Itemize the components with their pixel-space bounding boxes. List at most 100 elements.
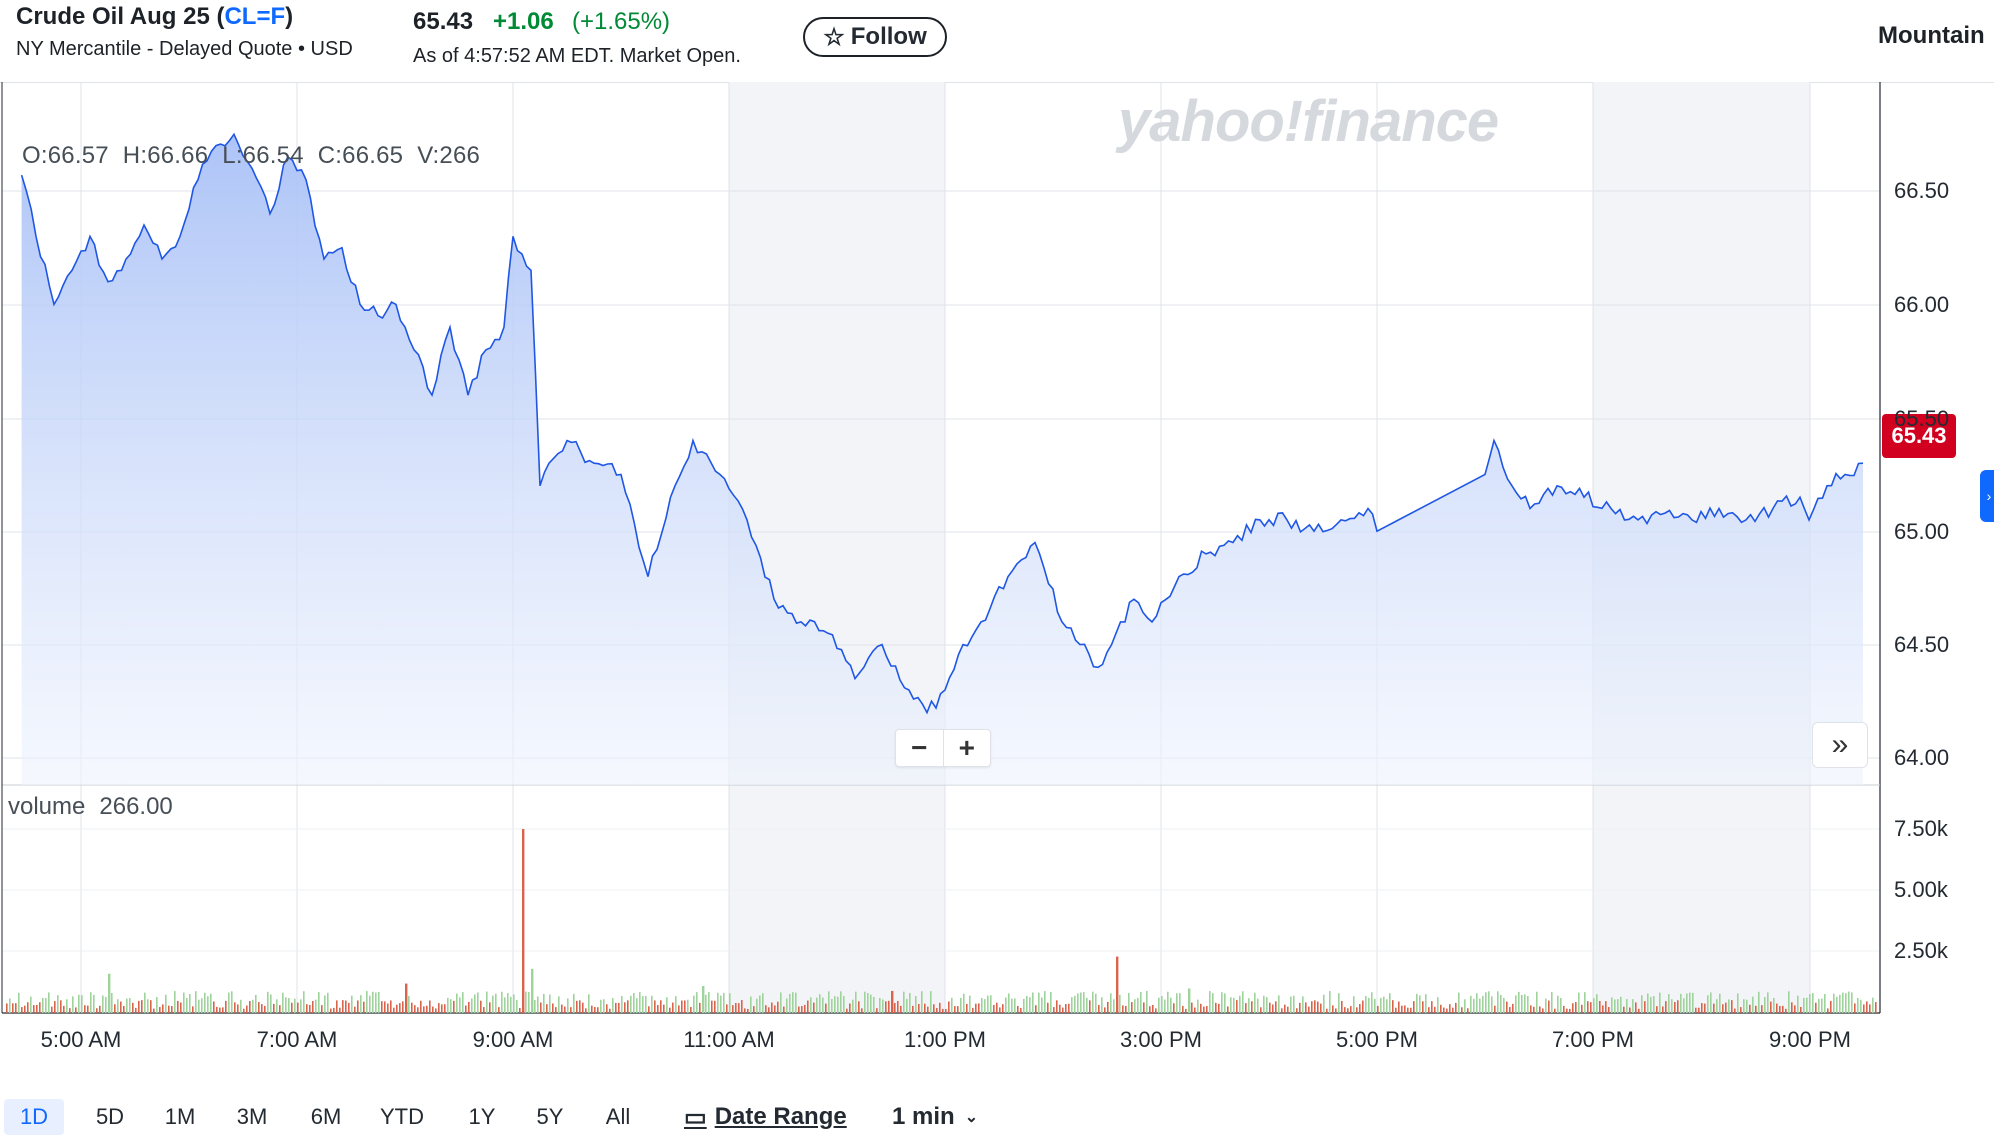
volume-bar — [138, 1000, 140, 1013]
volume-bar — [756, 998, 758, 1013]
volume-bar — [1764, 997, 1766, 1013]
volume-bar — [399, 1003, 401, 1013]
volume-bar — [1686, 993, 1688, 1013]
volume-bar — [1374, 998, 1376, 1013]
symbol-link[interactable]: CL=F — [224, 3, 286, 30]
volume-bar — [1098, 1004, 1100, 1013]
range-button-1y[interactable]: 1Y — [468, 1104, 496, 1129]
side-panel-toggle[interactable]: › — [1980, 470, 1994, 522]
volume-bar — [1716, 999, 1718, 1013]
scroll-to-latest-button[interactable]: » — [1812, 722, 1868, 768]
volume-bar — [822, 997, 824, 1013]
volume-bar — [1368, 997, 1370, 1013]
volume-bar — [582, 1002, 584, 1013]
volume-bar — [351, 995, 353, 1013]
interval-select[interactable]: 1 min ⌄ — [892, 1103, 979, 1130]
volume-bar — [993, 1005, 995, 1013]
volume-bar — [663, 1004, 665, 1013]
range-button-all[interactable]: All — [605, 1104, 631, 1129]
volume-bar — [699, 1002, 701, 1013]
volume-bar — [1596, 994, 1598, 1013]
volume-bar — [198, 999, 200, 1013]
volume-bar — [702, 986, 705, 1013]
volume-bar — [831, 998, 833, 1013]
volume-bar — [1260, 1007, 1262, 1013]
volume-bar — [516, 999, 518, 1013]
volume-bar — [1782, 1005, 1784, 1013]
volume-bar — [879, 997, 881, 1013]
volume-bar — [231, 991, 233, 1013]
volume-bar — [1014, 998, 1016, 1013]
volume-bar — [1635, 1002, 1637, 1013]
zoom-in-button[interactable]: + — [958, 732, 975, 763]
volume-bar — [633, 993, 635, 1013]
volume-bar — [288, 998, 290, 1013]
volume-bar — [876, 1008, 878, 1013]
volume-bar — [303, 991, 305, 1013]
volume-bar — [1158, 997, 1160, 1013]
volume-bar — [1029, 997, 1031, 1013]
volume-bar — [372, 991, 374, 1013]
volume-bar — [1275, 1001, 1277, 1013]
volume-bar — [1851, 992, 1853, 1013]
volume-bar — [81, 995, 83, 1013]
follow-button[interactable]: ☆ Follow — [803, 17, 947, 57]
range-button-3m[interactable]: 3M — [236, 1104, 268, 1129]
range-button-5y[interactable]: 5Y — [536, 1104, 564, 1129]
volume-bar — [1572, 1003, 1574, 1013]
volume-bar — [105, 996, 107, 1013]
volume-value: V:266 — [417, 142, 481, 169]
volume-bar — [1410, 1007, 1412, 1013]
volume-bar — [1614, 999, 1616, 1013]
volume-bar — [819, 994, 821, 1013]
volume-bar — [564, 1006, 566, 1013]
range-button-1d[interactable]: 1D — [4, 1099, 64, 1135]
volume-bar — [1332, 1005, 1334, 1013]
volume-bar — [1500, 994, 1502, 1013]
volume-bar — [1560, 997, 1562, 1013]
volume-bar — [1320, 1003, 1322, 1013]
y-tick-label: 64.50 — [1894, 632, 1950, 657]
quote-header: Crude Oil Aug 25 (CL=F) NY Mercantile - … — [0, 0, 1994, 83]
zoom-out-button[interactable]: − — [896, 730, 944, 766]
volume-bar — [1812, 993, 1814, 1013]
range-button-6m[interactable]: 6M — [310, 1104, 342, 1129]
range-button-ytd[interactable]: YTD — [380, 1104, 424, 1129]
price-chart[interactable] — [0, 82, 1994, 1090]
volume-bar — [555, 1007, 557, 1013]
volume-bar — [615, 1002, 617, 1013]
volume-bar — [1584, 992, 1586, 1013]
volume-bar — [1575, 1002, 1577, 1013]
volume-bar — [225, 1000, 227, 1013]
volume-bar — [522, 829, 525, 1013]
volume-bar — [429, 1000, 431, 1013]
volume-bar — [1044, 991, 1046, 1013]
volume-bar — [333, 1007, 335, 1013]
range-button-1m[interactable]: 1M — [164, 1104, 196, 1129]
volume-bar — [1356, 1007, 1358, 1013]
range-button-5d[interactable]: 5D — [95, 1104, 125, 1129]
volume-bar — [363, 1001, 365, 1013]
volume-bar — [723, 992, 725, 1013]
volume-bar — [594, 1007, 596, 1013]
volume-bar — [669, 1007, 671, 1013]
volume-bar — [639, 992, 641, 1013]
x-tick-label: 7:00 PM — [1552, 1027, 1634, 1052]
volume-bar — [873, 997, 875, 1013]
volume-bar — [1602, 1005, 1604, 1013]
x-tick-label: 9:00 AM — [472, 1027, 554, 1052]
volume-bar — [636, 998, 638, 1013]
volume-bar — [1074, 995, 1076, 1013]
volume-bar — [309, 1004, 311, 1013]
volume-bar — [966, 1003, 968, 1013]
volume-bar — [810, 997, 812, 1013]
volume-bar — [870, 994, 872, 1013]
volume-bar — [1656, 1006, 1658, 1013]
volume-bar — [1038, 992, 1040, 1013]
volume-bar — [1083, 992, 1085, 1013]
volume-bar — [981, 998, 983, 1013]
date-range-button[interactable]: ▭ Date Range — [684, 1103, 847, 1131]
volume-bar — [528, 992, 530, 1013]
volume-bar — [1269, 1002, 1271, 1013]
volume-bar — [1095, 993, 1097, 1013]
